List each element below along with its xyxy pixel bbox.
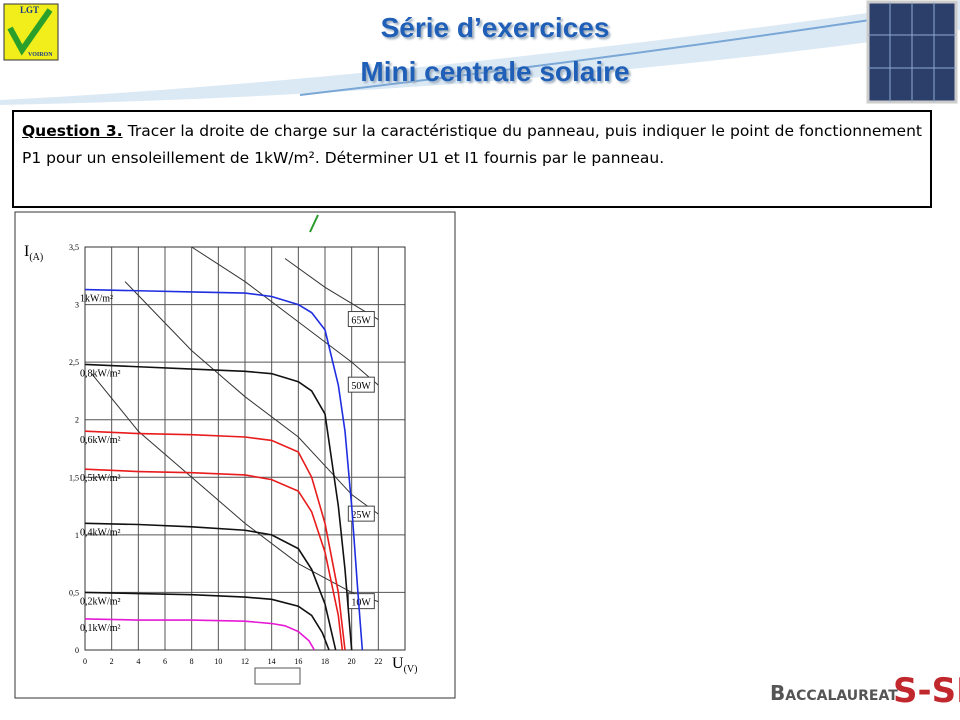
y-tick-label: 0 bbox=[75, 646, 79, 655]
title: Mini centrale solaire bbox=[360, 56, 630, 87]
y-axis-label-main: I bbox=[24, 243, 29, 260]
x-tick-label: 16 bbox=[294, 657, 302, 666]
power-label-box bbox=[347, 505, 375, 522]
plot-frame bbox=[84, 246, 406, 651]
x-tick-label: 6 bbox=[163, 657, 167, 666]
series-label: 1kW/m² bbox=[80, 294, 113, 305]
power-label: 65W bbox=[351, 316, 371, 327]
power-curve bbox=[124, 281, 379, 515]
power-label: 50W bbox=[351, 381, 371, 392]
iv-curve bbox=[84, 522, 337, 651]
iv-curve bbox=[84, 363, 353, 651]
x-tick-label: 20 bbox=[348, 657, 356, 666]
x-tick-label: 4 bbox=[136, 657, 140, 666]
series-label: 0,8kW/m² bbox=[80, 368, 121, 379]
x-tick-label: 14 bbox=[268, 657, 276, 666]
series-label: 0,4kW/m² bbox=[80, 527, 121, 538]
x-tick-label: 18 bbox=[321, 657, 329, 666]
iv-curve bbox=[84, 468, 344, 651]
x-tick-label: 12 bbox=[241, 657, 249, 666]
y-tick-label: 3 bbox=[75, 301, 79, 310]
swoosh bbox=[0, 0, 960, 105]
y-tick-label: 1 bbox=[75, 531, 79, 540]
series-label: 0,6kW/m² bbox=[80, 435, 121, 446]
y-axis-label-sub: (A) bbox=[29, 252, 43, 263]
power-curve bbox=[191, 246, 379, 386]
logo-text: LGT bbox=[20, 5, 39, 15]
power-curve bbox=[91, 373, 379, 603]
power-label: 25W bbox=[351, 510, 371, 521]
iv-curve bbox=[84, 591, 330, 651]
power-label-box bbox=[347, 311, 375, 328]
x-tick-label: 2 bbox=[110, 657, 114, 666]
pen-mark bbox=[309, 214, 319, 233]
x-axis-label-main: U bbox=[392, 655, 404, 672]
logo-text: VOIRON bbox=[28, 52, 53, 58]
panel-cells bbox=[868, 2, 956, 102]
power-curve bbox=[284, 258, 379, 320]
y-tick-label: 0,5 bbox=[69, 588, 79, 597]
label-box bbox=[254, 667, 301, 685]
x-axis-label-sub: (V) bbox=[404, 664, 418, 675]
footer-text: Baccalaureat bbox=[770, 681, 898, 705]
x-tick-label: 22 bbox=[374, 657, 382, 666]
power-label-box bbox=[347, 376, 375, 393]
iv-curve bbox=[84, 430, 346, 651]
question-box: Question 3. Tracer la droite de charge s… bbox=[12, 110, 932, 208]
y-tick-label: 2 bbox=[75, 416, 79, 425]
y-tick-label: 3,5 bbox=[69, 243, 79, 252]
title: Série d’exercices bbox=[380, 12, 610, 43]
x-tick-label: 10 bbox=[214, 657, 222, 666]
y-tick-label: 2,5 bbox=[69, 358, 79, 367]
iv-curve bbox=[84, 618, 316, 651]
question-label: Question 3. bbox=[22, 122, 123, 140]
y-tick-label: 1,5 bbox=[69, 473, 79, 482]
x-tick-label: 8 bbox=[190, 657, 194, 666]
question-text: Tracer la droite de charge sur la caract… bbox=[22, 122, 922, 167]
iv-curve bbox=[84, 288, 364, 651]
x-axis-label: U(V) bbox=[392, 655, 417, 675]
series-label: 0,5kW/m² bbox=[80, 473, 121, 484]
x-tick-label: 0 bbox=[83, 657, 87, 666]
series-label: 0,1kW/m² bbox=[80, 623, 121, 634]
logo-check bbox=[7, 8, 53, 56]
footer-logo: S-SI bbox=[893, 671, 960, 711]
y-axis-label: I(A) bbox=[24, 243, 43, 263]
swoosh-line bbox=[299, 19, 871, 96]
power-label: 10W bbox=[351, 598, 371, 609]
series-label: 0,2kW/m² bbox=[80, 596, 121, 607]
